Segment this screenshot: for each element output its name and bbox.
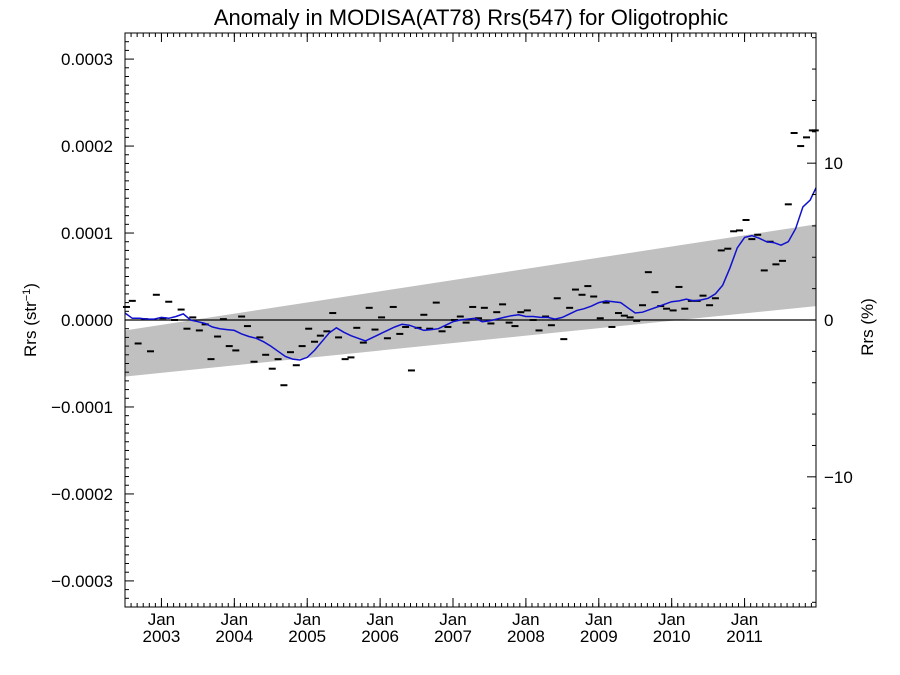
- series-line: [124, 187, 817, 361]
- x-tick-month-label: Jan: [439, 610, 466, 629]
- plot-area: [122, 129, 819, 387]
- y-axis-right: 10 0 −10: [807, 37, 853, 603]
- y2-tick-label: 0: [824, 311, 833, 330]
- y-axis-label-close: ): [21, 283, 40, 289]
- y-tick-label: 0.0002: [61, 137, 113, 156]
- y2-tick-label: −10: [824, 468, 853, 487]
- x-tick-year-label: 2003: [143, 627, 181, 646]
- y-tick-label: −0.0002: [51, 485, 113, 504]
- chart-title: Anomaly in MODISA(AT78) Rrs(547) for Oli…: [214, 5, 728, 30]
- y-axis-label-main: Rrs (str: [21, 301, 40, 357]
- x-tick-month-label: Jan: [512, 610, 539, 629]
- x-axis: Jan2003Jan2004Jan2005Jan2006Jan2007Jan20…: [124, 33, 812, 646]
- x-tick-year-label: 2006: [361, 627, 399, 646]
- x-tick-year-label: 2009: [580, 627, 618, 646]
- x-tick-year-label: 2005: [288, 627, 326, 646]
- y-tick-label: 0.0003: [61, 50, 113, 69]
- x-tick-year-label: 2007: [434, 627, 472, 646]
- x-tick-month-label: Jan: [731, 610, 758, 629]
- y-tick-label: 0.0000: [61, 311, 113, 330]
- x-tick-year-label: 2010: [653, 627, 691, 646]
- y-axis-left: 0.0003 0.0002 0.0001 0.0000 −0.0001 −0.0002 −0…: [51, 32, 134, 608]
- y2-axis-label: Rrs (%): [858, 298, 877, 356]
- x-tick-year-label: 2008: [507, 627, 545, 646]
- y-axis-label-superscript: −1: [21, 289, 33, 302]
- y-axis-label: Rrs (str−1): [21, 283, 40, 357]
- y-tick-label: −0.0001: [51, 398, 113, 417]
- x-tick-month-label: Jan: [294, 610, 321, 629]
- x-tick-year-label: 2004: [215, 627, 253, 646]
- y-tick-label: −0.0003: [51, 572, 113, 591]
- x-tick-year-label: 2011: [726, 627, 763, 646]
- x-tick-month-label: Jan: [366, 610, 393, 629]
- x-tick-month-label: Jan: [585, 610, 612, 629]
- x-tick-month-label: Jan: [221, 610, 248, 629]
- x-tick-month-label: Jan: [148, 610, 175, 629]
- x-tick-month-label: Jan: [658, 610, 685, 629]
- uncertainty-band: [125, 224, 816, 377]
- y2-tick-label: 10: [824, 154, 843, 173]
- y-tick-label: 0.0001: [61, 224, 113, 243]
